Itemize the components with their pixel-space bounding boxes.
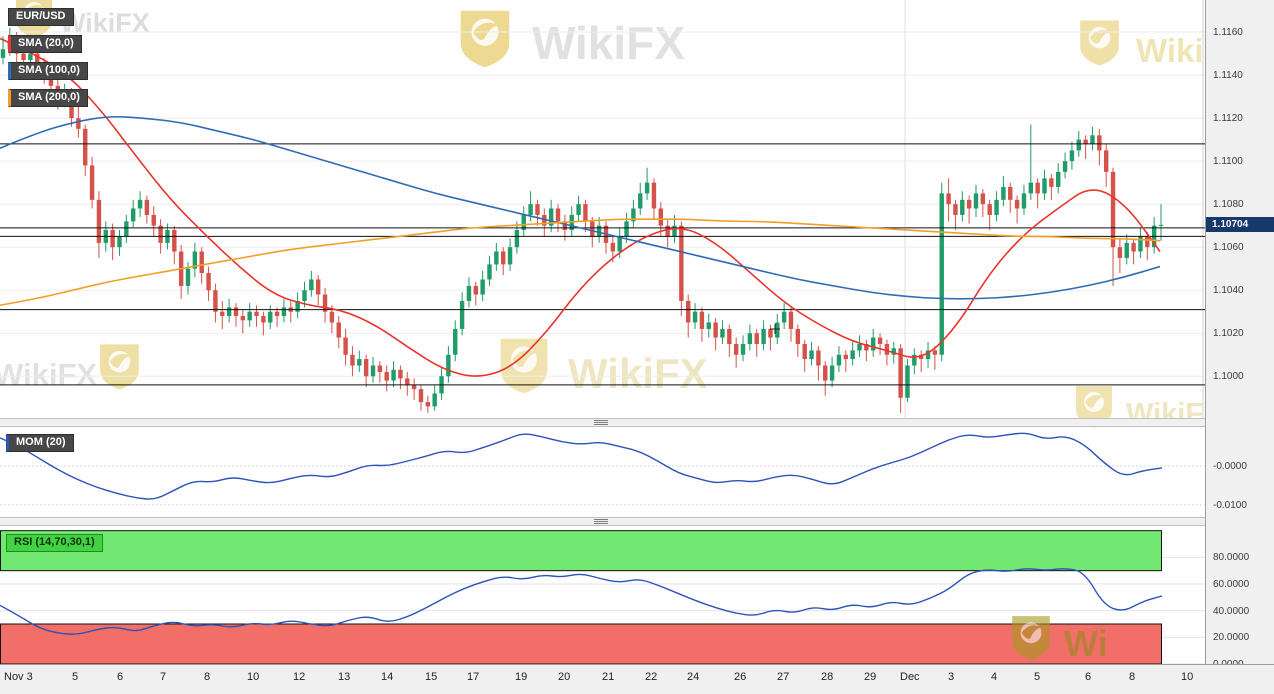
price-axis-label: 1.1080 [1213, 199, 1244, 211]
price-axis-label: 1.1140 [1213, 70, 1243, 82]
x-axis-label: 12 [293, 671, 306, 683]
x-axis-label: 28 [821, 671, 834, 683]
momentum-panel[interactable] [0, 427, 1205, 517]
x-axis-label: 7 [160, 671, 167, 683]
price-axis-label: 1.1060 [1213, 242, 1244, 254]
sma100-legend: SMA (100,0) [8, 62, 88, 80]
x-axis-label: 14 [381, 671, 394, 683]
x-axis-label: 15 [425, 671, 438, 683]
x-axis-label: 13 [338, 671, 351, 683]
panel-splitter[interactable] [0, 418, 1205, 427]
x-axis-label: 4 [991, 671, 998, 683]
x-axis-label: 21 [602, 671, 615, 683]
x-axis-label: 22 [645, 671, 658, 683]
x-axis-label: 17 [467, 671, 480, 683]
x-axis-label: 6 [117, 671, 124, 683]
x-axis-label: 29 [864, 671, 877, 683]
x-axis-label: 5 [1034, 671, 1041, 683]
x-axis-label: 8 [204, 671, 211, 683]
price-axis-label: 1.1040 [1213, 285, 1244, 297]
momentum-legend: MOM (20) [6, 434, 74, 452]
x-axis-label: Dec [900, 671, 920, 683]
splitter-grip-icon[interactable] [594, 519, 608, 524]
momentum-axis-label: -0.0100 [1213, 499, 1247, 511]
x-axis-label: 5 [72, 671, 79, 683]
rsi-legend: RSI (14,70,30,1) [6, 534, 103, 552]
x-axis-label: 8 [1129, 671, 1136, 683]
rsi-axis-label: 80.0000 [1213, 552, 1250, 564]
momentum-axis-label: -0.0000 [1213, 460, 1247, 472]
x-axis-label: 10 [1181, 671, 1194, 683]
rsi-axis-label: 40.0000 [1213, 605, 1250, 617]
price-axis[interactable]: 1.1160 1.1140 1.1120 1.1100 1.1080 1.106… [1205, 0, 1274, 670]
price-axis-label: 1.1000 [1213, 371, 1244, 383]
x-axis-label: 3 [948, 671, 955, 683]
price-axis-label: 1.1020 [1213, 328, 1244, 340]
x-axis-label: 27 [777, 671, 790, 683]
price-axis-label: 1.1120 [1213, 113, 1243, 125]
sma20-legend: SMA (20,0) [8, 35, 82, 53]
rsi-axis-label: 60.0000 [1213, 579, 1250, 590]
symbol-legend: EUR/USD [8, 8, 74, 26]
sma200-legend: SMA (200,0) [8, 89, 88, 107]
momentum-canvas [0, 432, 1205, 506]
x-axis-label: 26 [734, 671, 747, 683]
price-chart-panel[interactable] [0, 0, 1205, 418]
price-chart-canvas [0, 0, 1205, 418]
splitter-grip-icon[interactable] [594, 420, 608, 425]
rsi-axis-label: 20.0000 [1213, 632, 1250, 644]
x-axis-label: 6 [1085, 671, 1092, 683]
x-axis-label: 10 [247, 671, 260, 683]
current-price-badge: 1.10704 [1206, 217, 1274, 233]
time-axis[interactable]: Nov 3 5 6 7 8 10 12 13 14 15 17 19 20 21 22 24 26 27 28 29 D… [0, 664, 1274, 694]
panel-splitter[interactable] [0, 517, 1205, 526]
x-axis-label: 20 [558, 671, 571, 683]
price-axis-label: 1.1100 [1213, 156, 1243, 168]
rsi-panel[interactable] [0, 526, 1205, 664]
x-axis-label: 24 [687, 671, 700, 683]
x-axis-label: Nov 3 [4, 671, 33, 683]
price-axis-label: 1.1160 [1213, 27, 1243, 39]
rsi-canvas [0, 530, 1205, 664]
x-axis-label: 19 [515, 671, 528, 683]
